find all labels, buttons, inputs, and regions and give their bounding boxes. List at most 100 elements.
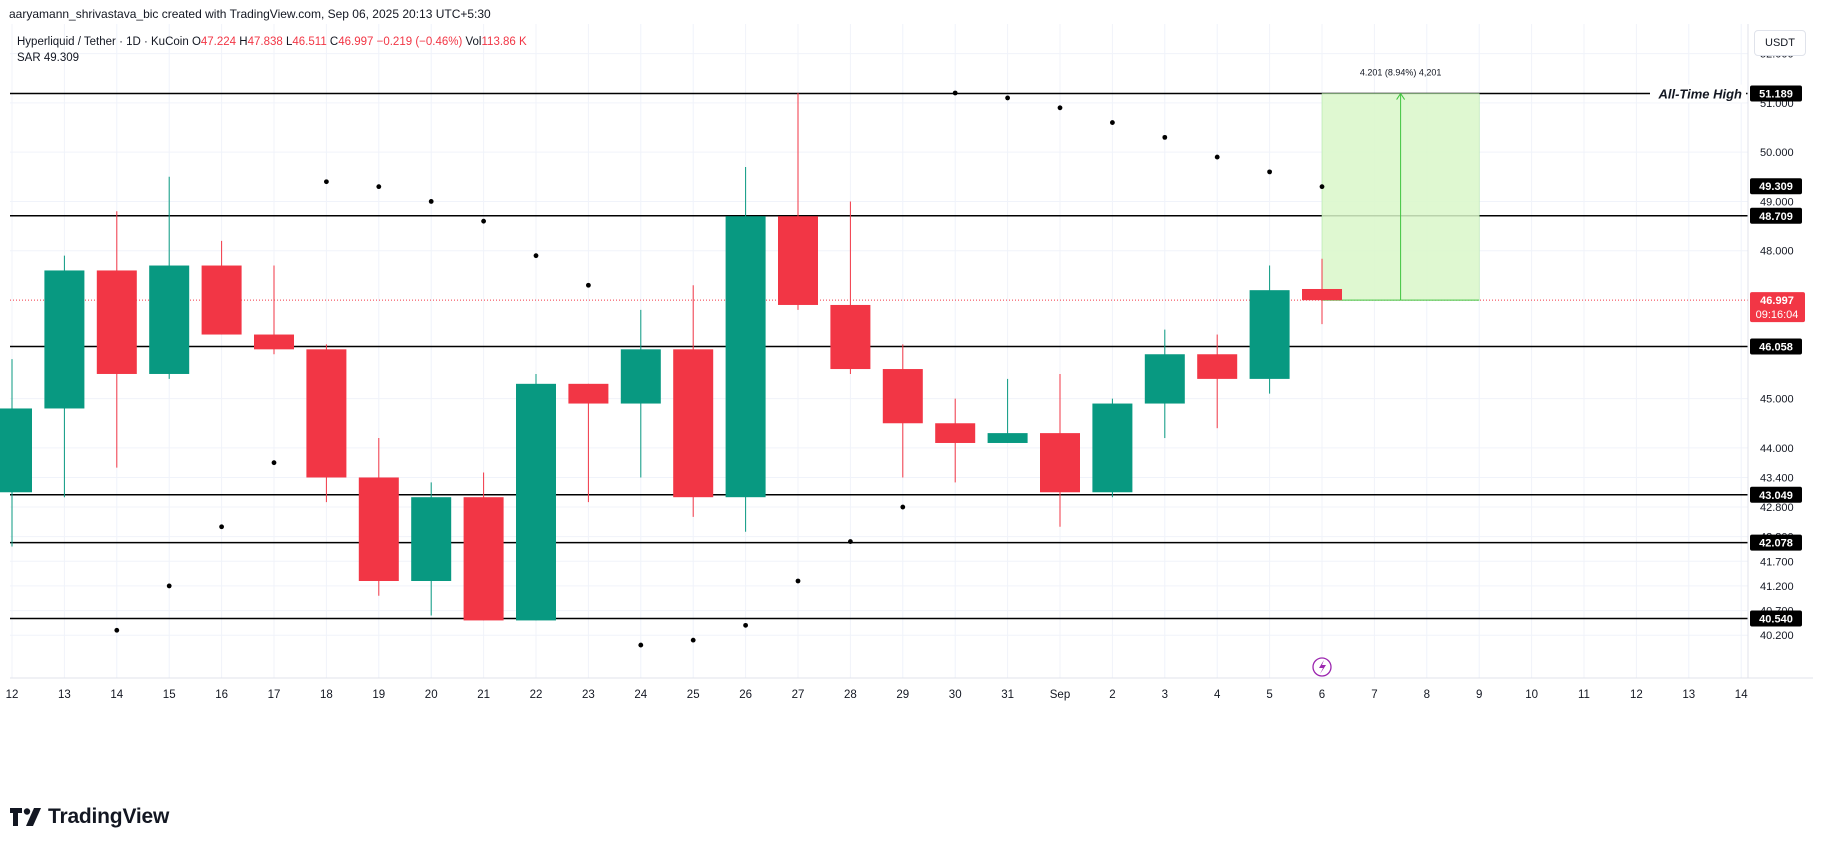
currency-selector[interactable]: USDT — [1754, 30, 1806, 56]
low-label: L — [285, 36, 293, 48]
sar-dot — [1110, 120, 1115, 125]
x-tick-label: 12 — [1630, 689, 1643, 701]
current-price-tag — [1750, 292, 1805, 323]
high-label: H — [239, 36, 248, 48]
sar-dot — [795, 578, 801, 584]
y-tick-label: 45.000 — [1760, 394, 1794, 406]
sar-dot — [271, 460, 277, 466]
candle-body — [411, 497, 452, 581]
level-price-label: 42.078 — [1759, 538, 1793, 550]
brand-name: TradingView — [48, 805, 170, 828]
x-tick-label: 21 — [477, 689, 490, 701]
x-tick-label: 14 — [1735, 689, 1748, 701]
x-tick-label: 18 — [320, 689, 333, 701]
sar-dot — [586, 282, 591, 288]
candle-body — [882, 369, 923, 424]
x-tick-label: 25 — [687, 689, 700, 701]
sar-dot — [114, 627, 120, 633]
level-price-tag — [1750, 85, 1802, 102]
candle-body — [725, 216, 766, 498]
x-tick-label: 28 — [844, 689, 857, 701]
annotation-bg — [1650, 84, 1746, 103]
sar-dots — [114, 90, 1325, 648]
level-price-tag — [1750, 338, 1802, 355]
x-tick-label: 13 — [58, 689, 71, 701]
x-tick-label: 4 — [1214, 689, 1221, 701]
x-tick-label: 22 — [530, 689, 543, 701]
open-label: O — [191, 36, 201, 48]
sar-label[interactable]: SAR — [17, 52, 41, 64]
x-tick-label: 30 — [949, 689, 962, 701]
sar-dot — [533, 253, 539, 259]
x-tick-label: 17 — [268, 689, 281, 701]
attribution-text: aaryamann_shrivastava_bic created with T… — [9, 7, 491, 21]
all-time-high-annotation: All-Time High — [1657, 87, 1742, 102]
volume-value: 113.86 K — [481, 36, 527, 48]
support-resistance-levels: All-Time High — [10, 84, 1748, 620]
sar-dot — [428, 199, 434, 204]
y-tick-label: 41.200 — [1760, 581, 1794, 593]
sar-dot — [900, 504, 906, 510]
level-price-label: 43.049 — [1759, 490, 1793, 502]
x-tick-label: Sep — [1050, 689, 1070, 701]
candle-body — [1197, 354, 1238, 379]
sar-dot — [1319, 184, 1325, 190]
candle-body — [1040, 433, 1080, 493]
sar-dot — [952, 90, 958, 96]
x-tick-label: 7 — [1371, 689, 1377, 701]
footer-brand: TradingView — [10, 805, 169, 829]
legend-indicator-row: SAR 49.309 — [17, 50, 527, 66]
close-value: 46.997 — [338, 36, 374, 48]
projection-arrow-head — [1396, 92, 1406, 100]
candle-body — [620, 349, 661, 404]
countdown-label: 09:16:04 — [1756, 309, 1799, 321]
x-tick-label: 29 — [896, 689, 909, 701]
sar-dot — [1162, 134, 1168, 140]
high-value: 47.838 — [247, 36, 283, 48]
symbol-label[interactable]: Hyperliquid / Tether · 1D · KuCoin — [17, 36, 189, 48]
candle-body — [149, 265, 190, 374]
level-price-tag — [1750, 534, 1802, 551]
candle-body — [0, 408, 32, 493]
level-price-tag — [1750, 486, 1802, 503]
level-price-label: 40.540 — [1759, 613, 1793, 625]
x-tick-label: 9 — [1476, 689, 1482, 701]
x-tick-label: 31 — [1001, 689, 1014, 701]
x-tick-label: 6 — [1319, 689, 1325, 701]
x-tick-label: 5 — [1266, 689, 1272, 701]
x-tick-label: 23 — [582, 689, 595, 701]
y-tick-label: 48.000 — [1760, 246, 1794, 258]
y-tick-label: 43.400 — [1760, 472, 1794, 484]
x-tick-label: 24 — [634, 689, 647, 701]
y-tick-label: 40.200 — [1760, 630, 1794, 642]
x-tick-label: 3 — [1162, 689, 1168, 701]
level-price-label: 51.189 — [1759, 89, 1793, 101]
level-price-label: 48.709 — [1759, 211, 1793, 223]
current-price-label: 46.997 — [1760, 295, 1794, 307]
lightning-icon — [1319, 660, 1326, 674]
x-tick-label: 12 — [6, 689, 19, 701]
candle-body — [1092, 403, 1133, 493]
x-tick-label: 15 — [163, 689, 176, 701]
sar-dot — [848, 539, 853, 544]
sar-dot — [324, 179, 329, 185]
sar-price-tag — [1750, 178, 1802, 195]
legend-ohlc-row: Hyperliquid / Tether · 1D · KuCoin O47.2… — [17, 34, 527, 50]
candle-body — [254, 334, 294, 350]
candle-body — [463, 497, 504, 621]
candle-body — [358, 477, 399, 581]
candle-body — [568, 383, 609, 404]
candle-body — [516, 383, 556, 621]
level-price-tag — [1750, 207, 1802, 224]
candle-body — [1249, 290, 1290, 379]
axes: 40.20040.70041.20041.70042.20042.80043.4… — [6, 24, 1813, 701]
x-tick-label: 10 — [1525, 689, 1538, 701]
projection-label: 4.201 (8.94%) 4,201 — [1360, 68, 1442, 78]
close-label: C — [329, 36, 339, 48]
sar-dot — [481, 218, 486, 224]
sar-dot — [690, 637, 696, 643]
candle-body — [44, 270, 85, 409]
open-value: 47.224 — [200, 36, 237, 48]
candle-body — [306, 349, 347, 478]
